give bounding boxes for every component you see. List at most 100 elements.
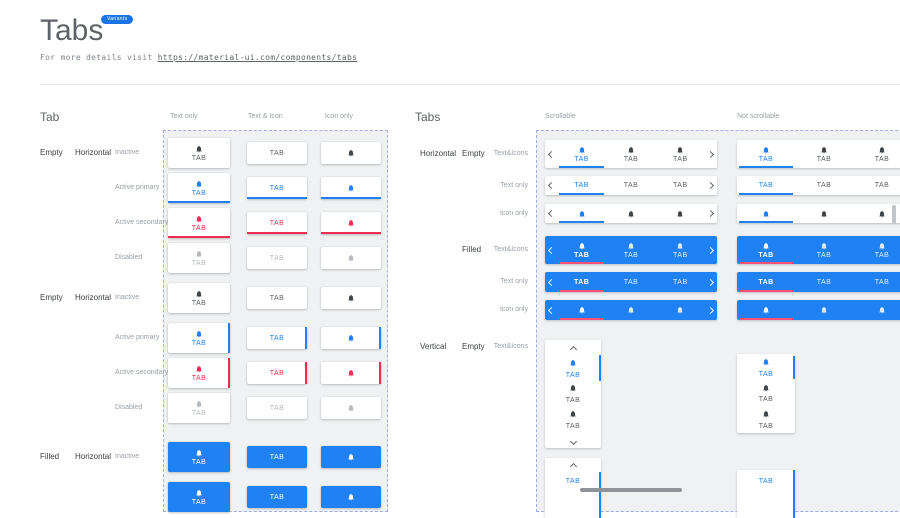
chevron-down-icon[interactable] <box>567 437 579 445</box>
tab-card[interactable]: TAB <box>247 397 307 419</box>
tab-item[interactable]: TAB <box>737 394 795 404</box>
chevron-right-icon[interactable] <box>705 204 717 223</box>
tab-item[interactable] <box>737 357 795 367</box>
tab-card[interactable]: TAB <box>168 283 230 313</box>
tab-item[interactable]: TAB <box>795 140 853 168</box>
tab-item[interactable] <box>557 300 606 320</box>
tab-item[interactable] <box>545 358 601 368</box>
tab-item[interactable]: TAB <box>545 476 601 486</box>
tab-label: TAB <box>565 422 581 430</box>
tab-item[interactable]: TAB <box>737 421 795 431</box>
tab-item[interactable] <box>656 204 705 223</box>
tab-card[interactable]: TAB <box>168 208 230 238</box>
tab-item[interactable] <box>737 383 795 393</box>
tab-card[interactable]: TAB <box>247 362 307 384</box>
tab-card[interactable]: TAB <box>168 243 230 273</box>
tab-card[interactable] <box>321 177 381 199</box>
tab-item[interactable] <box>737 409 795 419</box>
tab-card[interactable]: TAB <box>247 142 307 164</box>
chevron-left-icon[interactable] <box>545 236 557 264</box>
tab-item[interactable]: TAB <box>606 272 655 292</box>
chevron-left-icon[interactable] <box>545 204 557 223</box>
tab-item[interactable]: TAB <box>853 176 900 195</box>
tab-item[interactable]: TAB <box>737 369 795 379</box>
tab-card[interactable]: TAB <box>168 323 230 353</box>
tab-item[interactable]: TAB <box>557 236 606 264</box>
vertical-scrollbar[interactable] <box>892 205 896 224</box>
tab-card[interactable]: TAB <box>247 446 307 468</box>
tab-item[interactable]: TAB <box>795 272 853 292</box>
tab-item[interactable]: TAB <box>606 140 655 168</box>
tab-card[interactable] <box>321 362 381 384</box>
tab-card[interactable] <box>321 327 381 349</box>
tab-card[interactable] <box>321 397 381 419</box>
tab-item[interactable] <box>606 204 655 223</box>
tab-item[interactable]: TAB <box>656 272 705 292</box>
tab-item[interactable]: TAB <box>545 370 601 380</box>
tab-card[interactable] <box>321 287 381 309</box>
tab-item[interactable]: TAB <box>853 140 900 168</box>
chevron-up-icon[interactable] <box>567 345 579 353</box>
tab-item[interactable] <box>737 300 795 320</box>
tab-item[interactable]: TAB <box>737 476 795 486</box>
tab-item[interactable]: TAB <box>656 236 705 264</box>
tab-item[interactable] <box>545 383 601 393</box>
chevron-right-icon[interactable] <box>705 272 717 292</box>
chevron-left-icon[interactable] <box>545 176 557 195</box>
tab-item[interactable]: TAB <box>737 140 795 168</box>
tab-card[interactable]: TAB <box>168 173 230 203</box>
tab-card[interactable]: TAB <box>247 327 307 349</box>
tab-item[interactable]: TAB <box>795 176 853 195</box>
tab-item[interactable]: TAB <box>545 395 601 405</box>
tab-item[interactable]: TAB <box>656 176 705 195</box>
tab-item[interactable] <box>795 204 853 223</box>
tab-item[interactable]: TAB <box>606 176 655 195</box>
tab-item[interactable] <box>795 300 853 320</box>
tab-card[interactable]: TAB <box>247 177 307 199</box>
tab-item[interactable]: TAB <box>737 272 795 292</box>
tab-card[interactable] <box>321 486 381 508</box>
tab-item[interactable] <box>853 204 900 223</box>
chevron-right-icon[interactable] <box>705 140 717 168</box>
tab-card[interactable]: TAB <box>168 358 230 388</box>
tab-card[interactable]: TAB <box>247 212 307 234</box>
tab-item[interactable]: TAB <box>853 272 900 292</box>
tab-item[interactable]: TAB <box>795 236 853 264</box>
tab-item[interactable] <box>656 300 705 320</box>
bell-icon <box>820 242 828 250</box>
tab-card[interactable]: TAB <box>168 138 230 168</box>
tab-item[interactable] <box>853 300 900 320</box>
tab-item[interactable]: TAB <box>737 236 795 264</box>
tab-card[interactable]: TAB <box>168 393 230 423</box>
tab-item[interactable]: TAB <box>853 236 900 264</box>
tab-item[interactable] <box>737 204 795 223</box>
tab-item[interactable]: TAB <box>557 140 606 168</box>
tab-item[interactable] <box>606 300 655 320</box>
chevron-right-icon[interactable] <box>705 236 717 264</box>
tab-item[interactable] <box>557 204 606 223</box>
tab-item[interactable]: TAB <box>606 236 655 264</box>
tab-card[interactable]: TAB <box>168 442 230 472</box>
docs-link[interactable]: https://material-ui.com/components/tabs <box>157 53 358 62</box>
tab-item[interactable]: TAB <box>557 176 606 195</box>
horizontal-scrollbar[interactable] <box>580 488 682 492</box>
tab-card[interactable] <box>321 212 381 234</box>
tab-card[interactable]: TAB <box>247 486 307 508</box>
tab-card[interactable]: TAB <box>247 247 307 269</box>
tab-item[interactable]: TAB <box>557 272 606 292</box>
tab-card[interactable]: TAB <box>247 287 307 309</box>
chevron-left-icon[interactable] <box>545 272 557 292</box>
tab-card[interactable]: TAB <box>168 482 230 512</box>
tab-item[interactable]: TAB <box>545 421 601 431</box>
chevron-left-icon[interactable] <box>545 140 557 168</box>
tab-card[interactable] <box>321 446 381 468</box>
tab-item[interactable] <box>545 409 601 419</box>
tab-card[interactable] <box>321 142 381 164</box>
chevron-right-icon[interactable] <box>705 300 717 320</box>
tab-item[interactable]: TAB <box>737 176 795 195</box>
chevron-up-icon[interactable] <box>567 462 579 470</box>
chevron-left-icon[interactable] <box>545 300 557 320</box>
tab-card[interactable] <box>321 247 381 269</box>
tab-item[interactable]: TAB <box>656 140 705 168</box>
chevron-right-icon[interactable] <box>705 176 717 195</box>
